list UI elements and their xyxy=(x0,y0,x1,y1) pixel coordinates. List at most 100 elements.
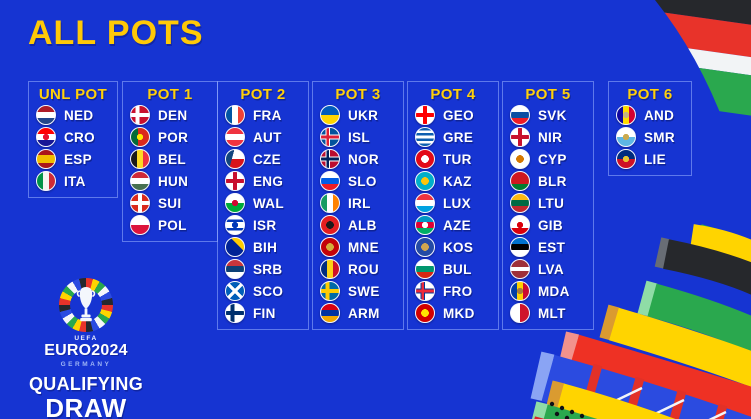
ireland-flag-icon xyxy=(320,193,340,213)
team-code: SLO xyxy=(348,173,377,189)
team-code: ISL xyxy=(348,129,370,145)
team-code: MLT xyxy=(538,305,566,321)
team-code: EST xyxy=(538,239,566,255)
team-row-SVK: SVK xyxy=(503,104,593,126)
team-row-NIR: NIR xyxy=(503,126,593,148)
switzerland-flag-icon xyxy=(130,193,150,213)
team-row-IRL: IRL xyxy=(313,192,403,214)
denmark-flag-icon xyxy=(130,105,150,125)
georgia-flag-icon xyxy=(415,105,435,125)
team-row-MLT: MLT xyxy=(503,302,593,324)
team-code: NOR xyxy=(348,151,379,167)
team-row-TUR: TUR xyxy=(408,148,498,170)
belgium-flag-icon xyxy=(130,149,150,169)
team-code: AND xyxy=(644,107,675,123)
team-row-BEL: BEL xyxy=(123,148,217,170)
team-code: SMR xyxy=(644,129,675,145)
pot-box-unl-pot: UNL POT NED CRO ESP ITA xyxy=(28,81,118,198)
team-code: CRO xyxy=(64,129,95,145)
team-code: ROU xyxy=(348,261,379,277)
albania-flag-icon xyxy=(320,215,340,235)
team-row-ROU: ROU xyxy=(313,258,403,280)
team-code: DEN xyxy=(158,107,188,123)
hungary-flag-icon xyxy=(130,171,150,191)
team-row-MKD: MKD xyxy=(408,302,498,324)
team-code: SUI xyxy=(158,195,182,211)
team-code: KAZ xyxy=(443,173,472,189)
pot-box-pot-6: POT 6 AND SMR LIE xyxy=(608,81,692,176)
team-row-BIH: BIH xyxy=(218,236,308,258)
team-code: POR xyxy=(158,129,189,145)
team-code: MNE xyxy=(348,239,379,255)
team-code: UKR xyxy=(348,107,379,123)
team-row-BUL: BUL xyxy=(408,258,498,280)
team-row-FIN: FIN xyxy=(218,302,308,324)
bosnia-herzegovina-flag-icon xyxy=(225,237,245,257)
gibraltar-flag-icon xyxy=(510,215,530,235)
spain-flag-icon xyxy=(36,149,56,169)
wales-flag-icon xyxy=(225,193,245,213)
team-row-ESP: ESP xyxy=(29,148,117,170)
team-row-LTU: LTU xyxy=(503,192,593,214)
turkiye-flag-icon xyxy=(415,149,435,169)
team-code: MDA xyxy=(538,283,570,299)
team-code: ISR xyxy=(253,217,277,233)
north-macedonia-flag-icon xyxy=(415,303,435,323)
team-code: WAL xyxy=(253,195,284,211)
lithuania-flag-icon xyxy=(510,193,530,213)
team-code: KOS xyxy=(443,239,474,255)
team-row-CZE: CZE xyxy=(218,148,308,170)
team-code: CZE xyxy=(253,151,281,167)
bulgaria-flag-icon xyxy=(415,259,435,279)
team-code: HUN xyxy=(158,173,189,189)
team-row-SWE: SWE xyxy=(313,280,403,302)
team-code: GRE xyxy=(443,129,474,145)
faroe-islands-flag-icon xyxy=(415,281,435,301)
qualifying-label: QUALIFYING xyxy=(29,374,143,394)
ukraine-flag-icon xyxy=(320,105,340,125)
pot-header-pot-3: POT 3 xyxy=(335,86,381,103)
slovenia-flag-icon xyxy=(320,171,340,191)
pot-box-pot-4: POT 4 GEO GRE TUR KAZ LUX AZE KOS BUL FRO MKD xyxy=(407,81,499,330)
iceland-flag-icon xyxy=(320,127,340,147)
team-row-SCO: SCO xyxy=(218,280,308,302)
pot-header-pot-2: POT 2 xyxy=(240,86,286,103)
team-row-CRO: CRO xyxy=(29,126,117,148)
euro2024-logo-icon xyxy=(59,278,113,332)
kazakhstan-flag-icon xyxy=(415,171,435,191)
team-row-EST: EST xyxy=(503,236,593,258)
team-code: ESP xyxy=(64,151,92,167)
team-row-MDA: MDA xyxy=(503,280,593,302)
team-code: GEO xyxy=(443,107,474,123)
estonia-flag-icon xyxy=(510,237,530,257)
team-row-AZE: AZE xyxy=(408,214,498,236)
team-row-ITA: ITA xyxy=(29,170,117,192)
team-code: BLR xyxy=(538,173,567,189)
england-flag-icon xyxy=(225,171,245,191)
page-title: ALL POTS xyxy=(28,14,204,52)
team-row-NED: NED xyxy=(29,104,117,126)
france-flag-icon xyxy=(225,105,245,125)
draw-label: DRAW xyxy=(45,393,127,419)
team-row-KAZ: KAZ xyxy=(408,170,498,192)
team-row-ALB: ALB xyxy=(313,214,403,236)
azerbaijan-flag-icon xyxy=(415,215,435,235)
pot-header-pot-5: POT 5 xyxy=(525,86,571,103)
team-row-ARM: ARM xyxy=(313,302,403,324)
team-row-SLO: SLO xyxy=(313,170,403,192)
team-row-MNE: MNE xyxy=(313,236,403,258)
team-row-LUX: LUX xyxy=(408,192,498,214)
luxembourg-flag-icon xyxy=(415,193,435,213)
norway-flag-icon xyxy=(320,149,340,169)
team-row-LVA: LVA xyxy=(503,258,593,280)
team-row-WAL: WAL xyxy=(218,192,308,214)
italy-flag-icon xyxy=(36,171,56,191)
team-code: BIH xyxy=(253,239,278,255)
team-code: CYP xyxy=(538,151,567,167)
team-code: ARM xyxy=(348,305,380,321)
pot-header-unl-pot: UNL POT xyxy=(38,86,108,103)
team-row-UKR: UKR xyxy=(313,104,403,126)
kosovo-flag-icon xyxy=(415,237,435,257)
team-code: LTU xyxy=(538,195,565,211)
